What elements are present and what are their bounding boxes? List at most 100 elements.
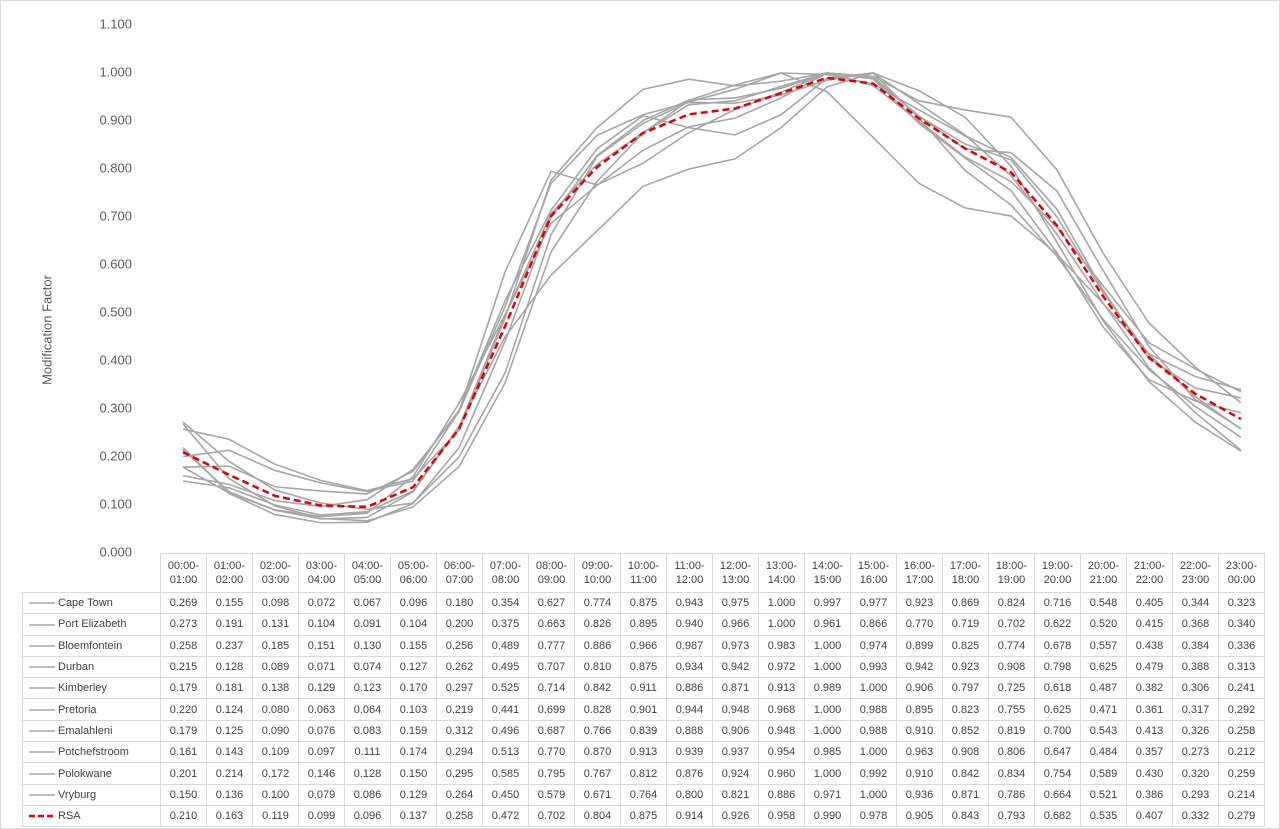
- table-value: 0.487: [1080, 677, 1127, 700]
- table-value: 0.179: [160, 719, 207, 743]
- table-value: 0.671: [574, 783, 621, 806]
- table-value: 0.438: [1126, 634, 1173, 657]
- table-value: 0.407: [1126, 804, 1173, 828]
- table-value: 0.096: [390, 591, 437, 615]
- table-row: Potchefstroom 0.161 0.143 0.109 0.097 0.111 0.…: [22, 741, 1265, 764]
- x-tick-label: 23:00-00:00: [1218, 553, 1265, 593]
- table-row: Kimberley 0.179 0.181 0.138 0.129 0.123 0.170 0…: [22, 677, 1265, 700]
- table-value: 0.937: [712, 741, 759, 764]
- table-value: 0.258: [436, 804, 483, 828]
- table-value: 0.332: [1172, 804, 1219, 828]
- table-value: 0.870: [574, 741, 621, 764]
- table-value: 0.886: [666, 677, 713, 700]
- legend-key: [29, 666, 55, 668]
- x-tick-label: 09:00-10:00: [574, 553, 621, 593]
- table-value: 0.989: [804, 677, 851, 700]
- table-value: 0.719: [942, 613, 989, 636]
- table-value: 0.934: [666, 655, 713, 679]
- table-value: 0.129: [298, 677, 345, 700]
- table-value: 0.842: [574, 677, 621, 700]
- table-value: 0.080: [252, 698, 299, 721]
- table-value: 0.241: [1218, 677, 1265, 700]
- table-value: 0.313: [1218, 655, 1265, 679]
- table-value: 0.983: [758, 634, 805, 657]
- table-value: 0.985: [804, 741, 851, 764]
- table-value: 0.627: [528, 591, 575, 615]
- table-value: 0.839: [620, 719, 667, 743]
- table-value: 0.797: [942, 677, 989, 700]
- table-value: 0.096: [344, 804, 391, 828]
- table-value: 0.179: [160, 677, 207, 700]
- table-value: 0.754: [1034, 762, 1081, 785]
- table-value: 1.000: [804, 655, 851, 679]
- table-value: 0.354: [482, 591, 529, 615]
- legend-entry: Polokwane: [22, 762, 161, 785]
- table-value: 0.520: [1080, 613, 1127, 636]
- table-value: 0.625: [1080, 655, 1127, 679]
- table-value: 0.823: [942, 698, 989, 721]
- table-value: 0.210: [160, 804, 207, 828]
- table-value: 0.913: [758, 677, 805, 700]
- table-value: 0.074: [344, 655, 391, 679]
- y-tick-label: 0.600: [99, 256, 132, 271]
- table-value: 0.086: [344, 783, 391, 806]
- table-value: 0.326: [1172, 719, 1219, 743]
- table-value: 0.910: [896, 719, 943, 743]
- table-value: 0.150: [390, 762, 437, 785]
- table-value: 0.766: [574, 719, 621, 743]
- table-value: 0.589: [1080, 762, 1127, 785]
- table-value: 0.876: [666, 762, 713, 785]
- table-value: 0.067: [344, 591, 391, 615]
- legend-entry: Potchefstroom: [22, 741, 161, 764]
- table-value: 0.869: [942, 591, 989, 615]
- table-value: 0.340: [1218, 613, 1265, 636]
- data-table: 00:00-01:00 01:00-02:00 02:00-03:00 03:00-0…: [22, 553, 1265, 828]
- table-value: 0.201: [160, 762, 207, 785]
- table-value: 0.119: [252, 804, 299, 828]
- table-value: 0.716: [1034, 591, 1081, 615]
- legend-entry: Vryburg: [22, 783, 161, 806]
- table-row: Emalahleni 0.179 0.125 0.090 0.076 0.083 0.159…: [22, 719, 1265, 743]
- x-tick-label: 10:00-11:00: [620, 553, 667, 593]
- table-value: 0.871: [712, 677, 759, 700]
- table-value: 0.895: [620, 613, 667, 636]
- corner-cell: [23, 554, 161, 593]
- table-value: 0.259: [1218, 762, 1265, 785]
- y-tick-label: 0.500: [99, 304, 132, 319]
- table-value: 0.312: [436, 719, 483, 743]
- table-value: 0.269: [160, 591, 207, 615]
- table-value: 1.000: [804, 698, 851, 721]
- table-value: 0.678: [1034, 634, 1081, 657]
- table-value: 0.725: [988, 677, 1035, 700]
- table-value: 0.834: [988, 762, 1035, 785]
- table-value: 0.770: [528, 741, 575, 764]
- legend-label: Emalahleni: [58, 724, 113, 737]
- table-value: 0.908: [988, 655, 1035, 679]
- table-value: 0.295: [436, 762, 483, 785]
- table-value: 0.948: [712, 698, 759, 721]
- table-value: 0.800: [666, 783, 713, 806]
- table-value: 0.971: [804, 783, 851, 806]
- table-value: 0.942: [712, 655, 759, 679]
- table-value: 0.136: [206, 783, 253, 806]
- series-line: [182, 72, 1242, 492]
- table-value: 0.079: [298, 783, 345, 806]
- table-value: 0.767: [574, 762, 621, 785]
- table-value: 0.992: [850, 762, 897, 785]
- table-row: Port Elizabeth 0.273 0.191 0.131 0.104 0.091 0…: [22, 613, 1265, 636]
- table-value: 0.886: [574, 634, 621, 657]
- table-value: 0.382: [1126, 677, 1173, 700]
- table-value: 0.875: [620, 804, 667, 828]
- table-row: Cape Town 0.269 0.155 0.098 0.072 0.067 0.096 0…: [22, 591, 1265, 615]
- table-value: 0.647: [1034, 741, 1081, 764]
- table-value: 0.090: [252, 719, 299, 743]
- y-tick-label: 0.800: [99, 160, 132, 175]
- table-value: 0.895: [896, 698, 943, 721]
- x-tick-label: 17:00-18:00: [942, 553, 989, 593]
- series-line: [182, 72, 1242, 524]
- table-value: 0.072: [298, 591, 345, 615]
- x-tick-label: 12:00-13:00: [712, 553, 759, 593]
- table-value: 0.942: [896, 655, 943, 679]
- y-tick-label: 0.200: [99, 448, 132, 463]
- table-value: 0.256: [436, 634, 483, 657]
